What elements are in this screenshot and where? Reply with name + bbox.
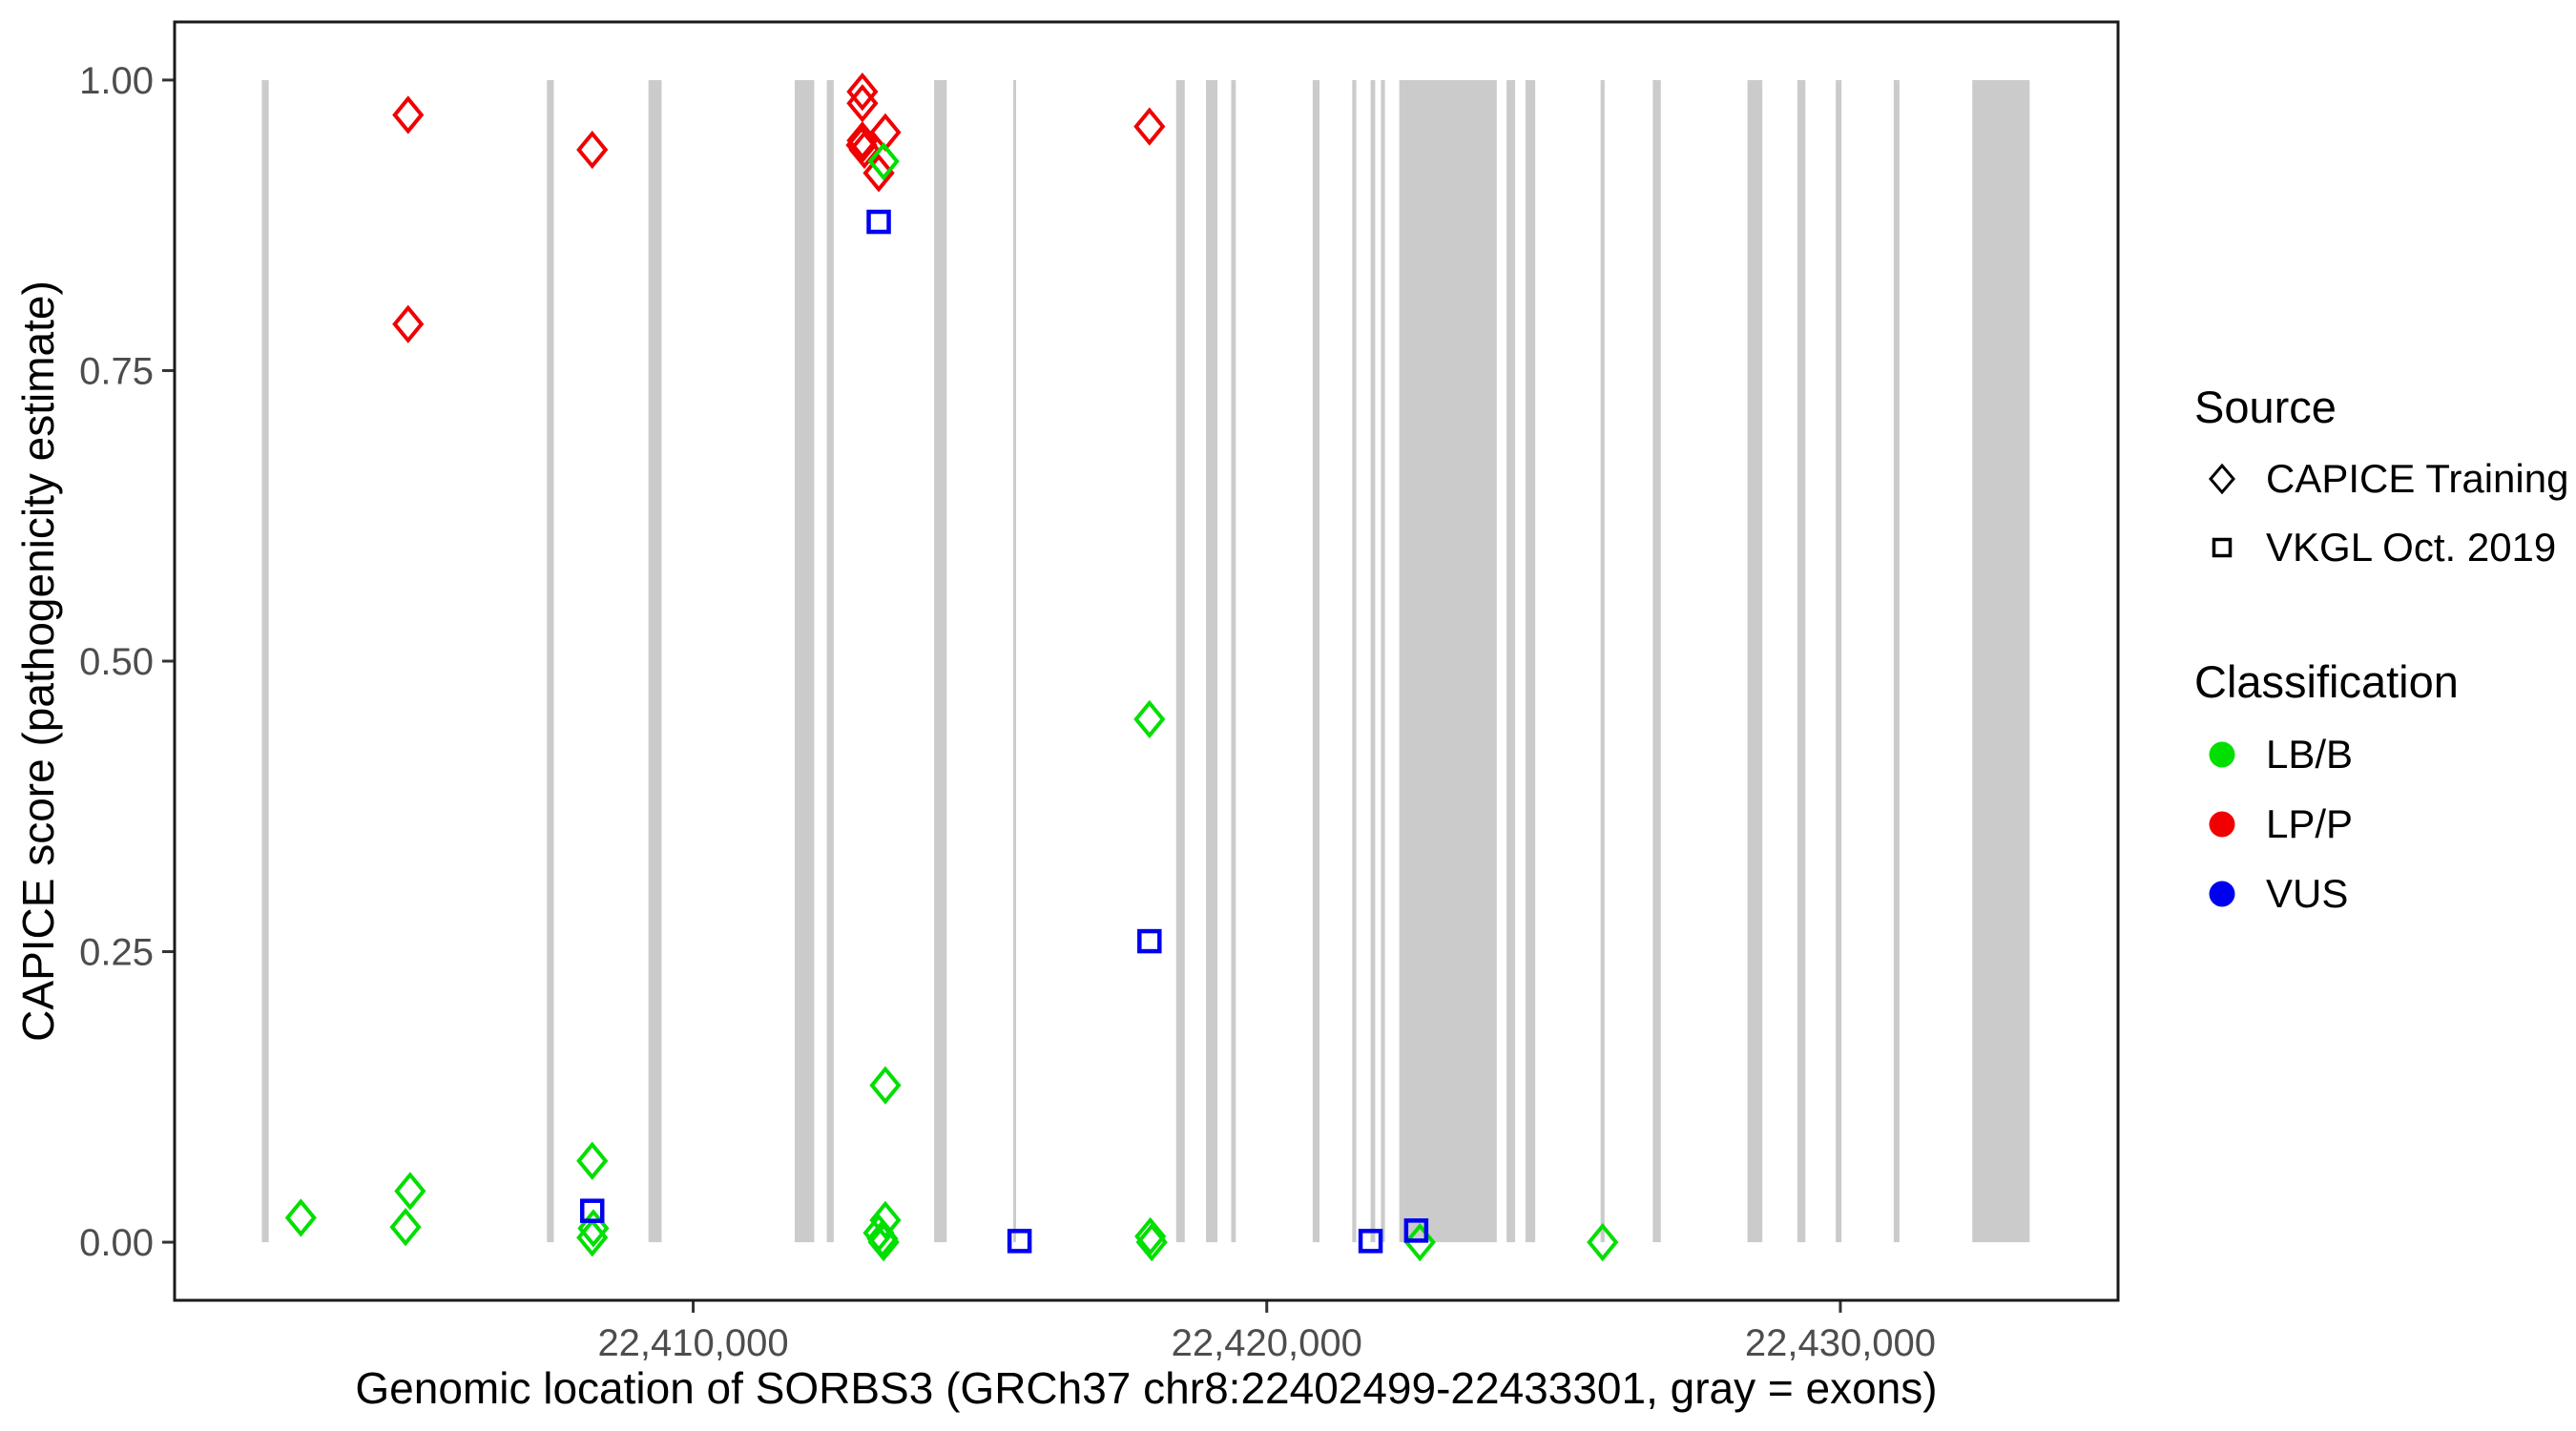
x-tick-label: 22,430,000 xyxy=(1745,1322,1936,1364)
data-point-diamond xyxy=(392,95,425,135)
exon-rect xyxy=(547,79,554,1243)
exon-rect xyxy=(1206,79,1218,1243)
exon-rect xyxy=(1381,79,1385,1243)
y-tick-label: 0.25 xyxy=(79,932,154,974)
legend-item-label: LP/P xyxy=(2266,800,2354,846)
exon-rect xyxy=(1013,79,1017,1243)
data-point-diamond xyxy=(1134,1216,1167,1256)
data-point-diamond xyxy=(1135,1222,1168,1262)
x-tick-label: 22,410,000 xyxy=(597,1322,788,1364)
y-axis-title: CAPICE score (pathogenicity estimate) xyxy=(13,280,63,1042)
legend-classification-items: LB/B LP/P VUS xyxy=(2194,719,2459,928)
exon-rect xyxy=(1231,79,1236,1243)
legend-item-lbb: LB/B xyxy=(2194,719,2459,789)
exon-rect xyxy=(1797,79,1806,1243)
data-point-diamond xyxy=(846,72,879,112)
square-open-icon xyxy=(2194,527,2250,569)
data-point-square xyxy=(1007,1229,1032,1254)
legend-item-label: CAPICE Training xyxy=(2266,456,2569,502)
data-point-diamond xyxy=(862,154,895,193)
green-dot-icon xyxy=(2194,734,2250,776)
data-point-diamond xyxy=(1403,1222,1436,1262)
exon-rect xyxy=(1506,79,1516,1243)
blue-dot-icon xyxy=(2194,873,2250,915)
legend-classification-title: Classification xyxy=(2194,656,2459,707)
exon-rect xyxy=(1312,79,1320,1243)
legend-item-label: VUS xyxy=(2266,870,2349,916)
legend-item-lpp: LP/P xyxy=(2194,789,2459,859)
data-point-diamond xyxy=(284,1198,317,1237)
exon-rect xyxy=(934,79,947,1243)
x-axis-title: Genomic location of SORBS3 (GRCh37 chr8:… xyxy=(355,1363,1938,1413)
data-point-diamond xyxy=(576,1141,609,1180)
data-point-square xyxy=(866,209,891,235)
data-point-diamond xyxy=(576,130,609,170)
legend-square-glyph xyxy=(2212,537,2233,558)
y-tick-label: 0.00 xyxy=(79,1222,154,1264)
legend-item-vus: VUS xyxy=(2194,859,2459,928)
data-point-diamond xyxy=(869,1200,902,1240)
exon-rect xyxy=(794,79,815,1243)
data-point-diamond xyxy=(869,1066,902,1105)
data-point-diamond xyxy=(846,84,879,123)
legend-source: Source CAPICE Training VKGL Oct. 2019 xyxy=(2194,382,2568,582)
legend-item-capice-training: CAPICE Training xyxy=(2194,445,2568,513)
diamond-open-icon xyxy=(2194,458,2250,500)
exon-rect xyxy=(1525,79,1536,1243)
exon-rect xyxy=(1652,79,1661,1243)
legend-vus-dot xyxy=(2209,881,2235,907)
exon-rect xyxy=(1600,79,1605,1243)
exon-rect xyxy=(261,79,269,1243)
exon-rect xyxy=(648,79,662,1243)
legend-source-items: CAPICE Training VKGL Oct. 2019 xyxy=(2194,445,2568,582)
legend-diamond-glyph xyxy=(2209,463,2235,495)
data-point-diamond xyxy=(576,1218,609,1257)
exon-rect xyxy=(1972,79,2030,1243)
data-point-diamond xyxy=(867,1222,900,1262)
legend-classification: Classification LB/B LP/P xyxy=(2194,656,2459,928)
data-point-square xyxy=(579,1198,605,1223)
legend-lpp-dot xyxy=(2209,811,2235,838)
legend-source-title: Source xyxy=(2194,382,2337,432)
exon-rect xyxy=(1370,79,1376,1243)
exon-rect xyxy=(1836,79,1842,1243)
x-tick-label: 22,420,000 xyxy=(1172,1322,1362,1364)
exon-rect xyxy=(1747,79,1763,1243)
data-point-diamond xyxy=(867,142,900,181)
exon-rect xyxy=(1352,79,1357,1243)
y-tick-label: 1.00 xyxy=(79,60,154,102)
data-point-diamond xyxy=(394,1172,426,1211)
exon-rect xyxy=(1175,79,1185,1243)
data-point-diamond xyxy=(392,304,425,343)
data-point-diamond xyxy=(389,1208,422,1247)
panel-border xyxy=(173,20,2120,1302)
data-point-square xyxy=(1137,928,1162,954)
data-point-square xyxy=(1358,1229,1383,1254)
data-point-diamond xyxy=(846,121,879,160)
data-point-diamond xyxy=(1587,1222,1619,1262)
legend-item-vkgl: VKGL Oct. 2019 xyxy=(2194,513,2568,582)
y-tick-label: 0.75 xyxy=(79,350,154,392)
data-point-square xyxy=(1403,1218,1429,1243)
data-point-diamond xyxy=(848,130,881,170)
exon-rect xyxy=(1399,79,1497,1243)
data-point-diamond xyxy=(1133,107,1166,146)
data-point-diamond xyxy=(1133,699,1166,739)
legend-item-label: VKGL Oct. 2019 xyxy=(2266,525,2557,570)
legend-item-label: LB/B xyxy=(2266,731,2354,777)
exon-rect xyxy=(1893,79,1900,1243)
y-tick-label: 0.50 xyxy=(79,641,154,683)
legend-lbb-dot xyxy=(2209,741,2235,768)
exon-rect xyxy=(826,79,834,1243)
red-dot-icon xyxy=(2194,803,2250,845)
